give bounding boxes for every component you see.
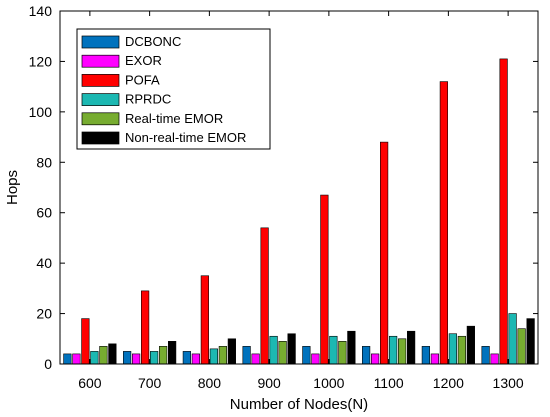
bar-1200-exor bbox=[430, 353, 439, 365]
bar-800-non-real-time-emor bbox=[227, 338, 236, 365]
bar-900-non-real-time-emor bbox=[287, 333, 296, 365]
bar-800-pofa bbox=[200, 275, 209, 365]
bar-900-pofa bbox=[260, 227, 269, 365]
bar-1100-dcbonc bbox=[362, 346, 371, 365]
bar-1300-rprdc bbox=[508, 313, 517, 365]
y-tick-label: 20 bbox=[36, 306, 52, 322]
bar-900-dcbonc bbox=[242, 346, 251, 365]
bar-1200-rprdc bbox=[448, 333, 457, 365]
y-tick-label: 100 bbox=[29, 104, 53, 120]
legend-label: EXOR bbox=[125, 53, 162, 68]
bar-900-exor bbox=[251, 353, 260, 365]
bar-600-pofa bbox=[81, 318, 90, 365]
legend-swatch bbox=[81, 35, 120, 49]
legend-swatch bbox=[81, 54, 120, 68]
bar-600-non-real-time-emor bbox=[108, 343, 117, 365]
x-tick-label: 800 bbox=[198, 375, 222, 391]
bar-800-dcbonc bbox=[182, 351, 191, 365]
y-tick-label: 140 bbox=[29, 3, 53, 19]
legend-swatch bbox=[81, 112, 120, 126]
bar-1100-rprdc bbox=[389, 335, 398, 365]
bar-1000-rprdc bbox=[329, 335, 338, 365]
y-tick-label: 80 bbox=[36, 154, 52, 170]
x-tick-label: 600 bbox=[78, 375, 102, 391]
bar-1100-pofa bbox=[380, 141, 389, 365]
bar-600-exor bbox=[72, 353, 81, 365]
legend-label: Non-real-time EMOR bbox=[125, 130, 246, 145]
bar-600-dcbonc bbox=[63, 353, 72, 365]
bar-800-exor bbox=[191, 353, 200, 365]
plot-area-frame bbox=[59, 10, 539, 365]
y-tick-labels: 0 20 40 60 80 100 120 140 bbox=[29, 3, 53, 372]
bar-1000-pofa bbox=[320, 194, 329, 365]
bar-1300-dcbonc bbox=[481, 346, 490, 365]
y-tick-label: 40 bbox=[36, 255, 52, 271]
bar-700-pofa bbox=[141, 290, 150, 365]
bar-1000-dcbonc bbox=[302, 346, 311, 365]
bar-900-rprdc bbox=[269, 335, 278, 365]
bar-800-rprdc bbox=[209, 348, 218, 365]
bar-1100-non-real-time-emor bbox=[407, 330, 416, 365]
bar-1200-pofa bbox=[439, 81, 448, 365]
legend-swatch bbox=[81, 131, 120, 145]
legend-swatch bbox=[81, 93, 120, 106]
bar-700-real-time-emor bbox=[159, 346, 168, 365]
legend-label: DCBONC bbox=[125, 34, 181, 49]
y-tick-label: 120 bbox=[29, 53, 53, 69]
bar-1200-dcbonc bbox=[421, 346, 430, 365]
x-tick-label: 1300 bbox=[493, 375, 524, 391]
legend-swatch bbox=[81, 74, 120, 87]
bar-1000-real-time-emor bbox=[338, 341, 347, 365]
x-axis-title: Number of Nodes(N) bbox=[230, 396, 368, 413]
bar-1100-real-time-emor bbox=[398, 338, 407, 365]
legend-box bbox=[76, 28, 271, 150]
x-tick-label: 1200 bbox=[433, 375, 464, 391]
bar-1300-real-time-emor bbox=[517, 328, 526, 365]
bar-600-real-time-emor bbox=[99, 346, 108, 365]
y-tick-label: 60 bbox=[36, 205, 52, 221]
bar-700-rprdc bbox=[150, 351, 159, 365]
legend-label: RPRDC bbox=[125, 92, 171, 107]
legend-label: POFA bbox=[125, 72, 160, 87]
bar-1100-exor bbox=[371, 353, 380, 365]
bar-1000-exor bbox=[311, 353, 320, 365]
legend: DCBONC EXOR POFA RPRDC Real-time EMOR Non-rea… bbox=[76, 28, 271, 150]
bar-1300-non-real-time-emor bbox=[526, 318, 535, 365]
bar-700-non-real-time-emor bbox=[168, 341, 177, 365]
bar-800-real-time-emor bbox=[218, 346, 227, 365]
x-tick-label: 1100 bbox=[374, 375, 404, 391]
x-tick-label: 900 bbox=[257, 375, 281, 391]
y-tick-label: 0 bbox=[44, 356, 52, 372]
y-axis-title: Hops bbox=[4, 170, 21, 205]
bar-700-dcbonc bbox=[123, 351, 132, 365]
legend-label: Real-time EMOR bbox=[125, 111, 223, 126]
bar-1200-non-real-time-emor bbox=[466, 325, 475, 365]
axis-ticks bbox=[60, 10, 538, 365]
bar-1000-non-real-time-emor bbox=[347, 330, 356, 365]
bar-900-real-time-emor bbox=[278, 341, 287, 365]
bar-600-rprdc bbox=[90, 351, 99, 365]
x-tick-label: 1000 bbox=[313, 375, 344, 391]
bar-700-exor bbox=[132, 353, 141, 365]
x-tick-label: 700 bbox=[138, 375, 162, 391]
bar-1300-pofa bbox=[499, 58, 508, 365]
bar-1300-exor bbox=[490, 353, 499, 365]
x-tick-labels: 600 700 800 900 1000 1100 1200 1300 bbox=[78, 375, 524, 391]
bar-1200-real-time-emor bbox=[457, 335, 466, 365]
